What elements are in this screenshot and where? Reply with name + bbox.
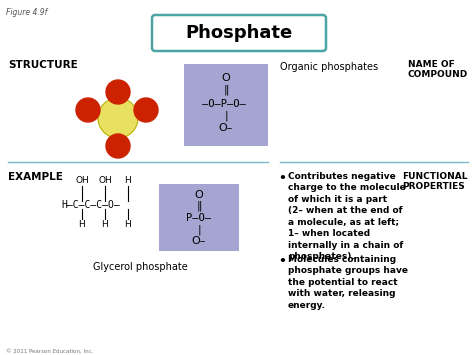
Text: H: H bbox=[101, 220, 109, 229]
Circle shape bbox=[134, 98, 158, 122]
Text: •: • bbox=[278, 255, 286, 268]
Text: P–O–: P–O– bbox=[186, 213, 211, 223]
Text: Phosphate: Phosphate bbox=[185, 24, 292, 42]
FancyBboxPatch shape bbox=[159, 184, 239, 251]
Text: –O–P–O–: –O–P–O– bbox=[202, 99, 246, 109]
Text: |: | bbox=[224, 111, 228, 121]
Text: H–C–C–C–O–: H–C–C–C–O– bbox=[61, 200, 120, 210]
Text: H: H bbox=[125, 220, 131, 229]
Text: •: • bbox=[278, 172, 286, 185]
Text: OH: OH bbox=[75, 176, 89, 185]
FancyBboxPatch shape bbox=[152, 15, 326, 51]
Circle shape bbox=[106, 134, 130, 158]
Text: OH: OH bbox=[98, 176, 112, 185]
Text: EXAMPLE: EXAMPLE bbox=[8, 172, 63, 182]
Text: O: O bbox=[195, 190, 203, 200]
Text: H: H bbox=[125, 176, 131, 185]
Text: Glycerol phosphate: Glycerol phosphate bbox=[92, 262, 187, 272]
Text: ‖: ‖ bbox=[196, 201, 202, 211]
Text: O: O bbox=[222, 73, 230, 83]
Circle shape bbox=[76, 98, 100, 122]
Circle shape bbox=[106, 80, 130, 104]
Text: FUNCTIONAL
PROPERTIES: FUNCTIONAL PROPERTIES bbox=[402, 172, 468, 191]
Text: O–: O– bbox=[192, 236, 206, 246]
Text: Figure 4.9f: Figure 4.9f bbox=[6, 8, 47, 17]
Text: Organic phosphates: Organic phosphates bbox=[280, 62, 378, 72]
Text: |: | bbox=[197, 225, 201, 235]
Text: Molecules containing
phosphate groups have
the potential to react
with water, re: Molecules containing phosphate groups ha… bbox=[288, 255, 408, 310]
Text: ‖: ‖ bbox=[223, 85, 229, 95]
Text: © 2011 Pearson Education, Inc.: © 2011 Pearson Education, Inc. bbox=[6, 349, 93, 354]
Text: Contributes negative
charge to the molecule
of which it is a part
(2– when at th: Contributes negative charge to the molec… bbox=[288, 172, 406, 261]
FancyBboxPatch shape bbox=[184, 64, 268, 146]
Text: H: H bbox=[79, 220, 85, 229]
Text: O–: O– bbox=[219, 123, 233, 133]
Text: NAME OF
COMPOUND: NAME OF COMPOUND bbox=[408, 60, 468, 80]
Circle shape bbox=[98, 98, 138, 138]
Text: STRUCTURE: STRUCTURE bbox=[8, 60, 78, 70]
